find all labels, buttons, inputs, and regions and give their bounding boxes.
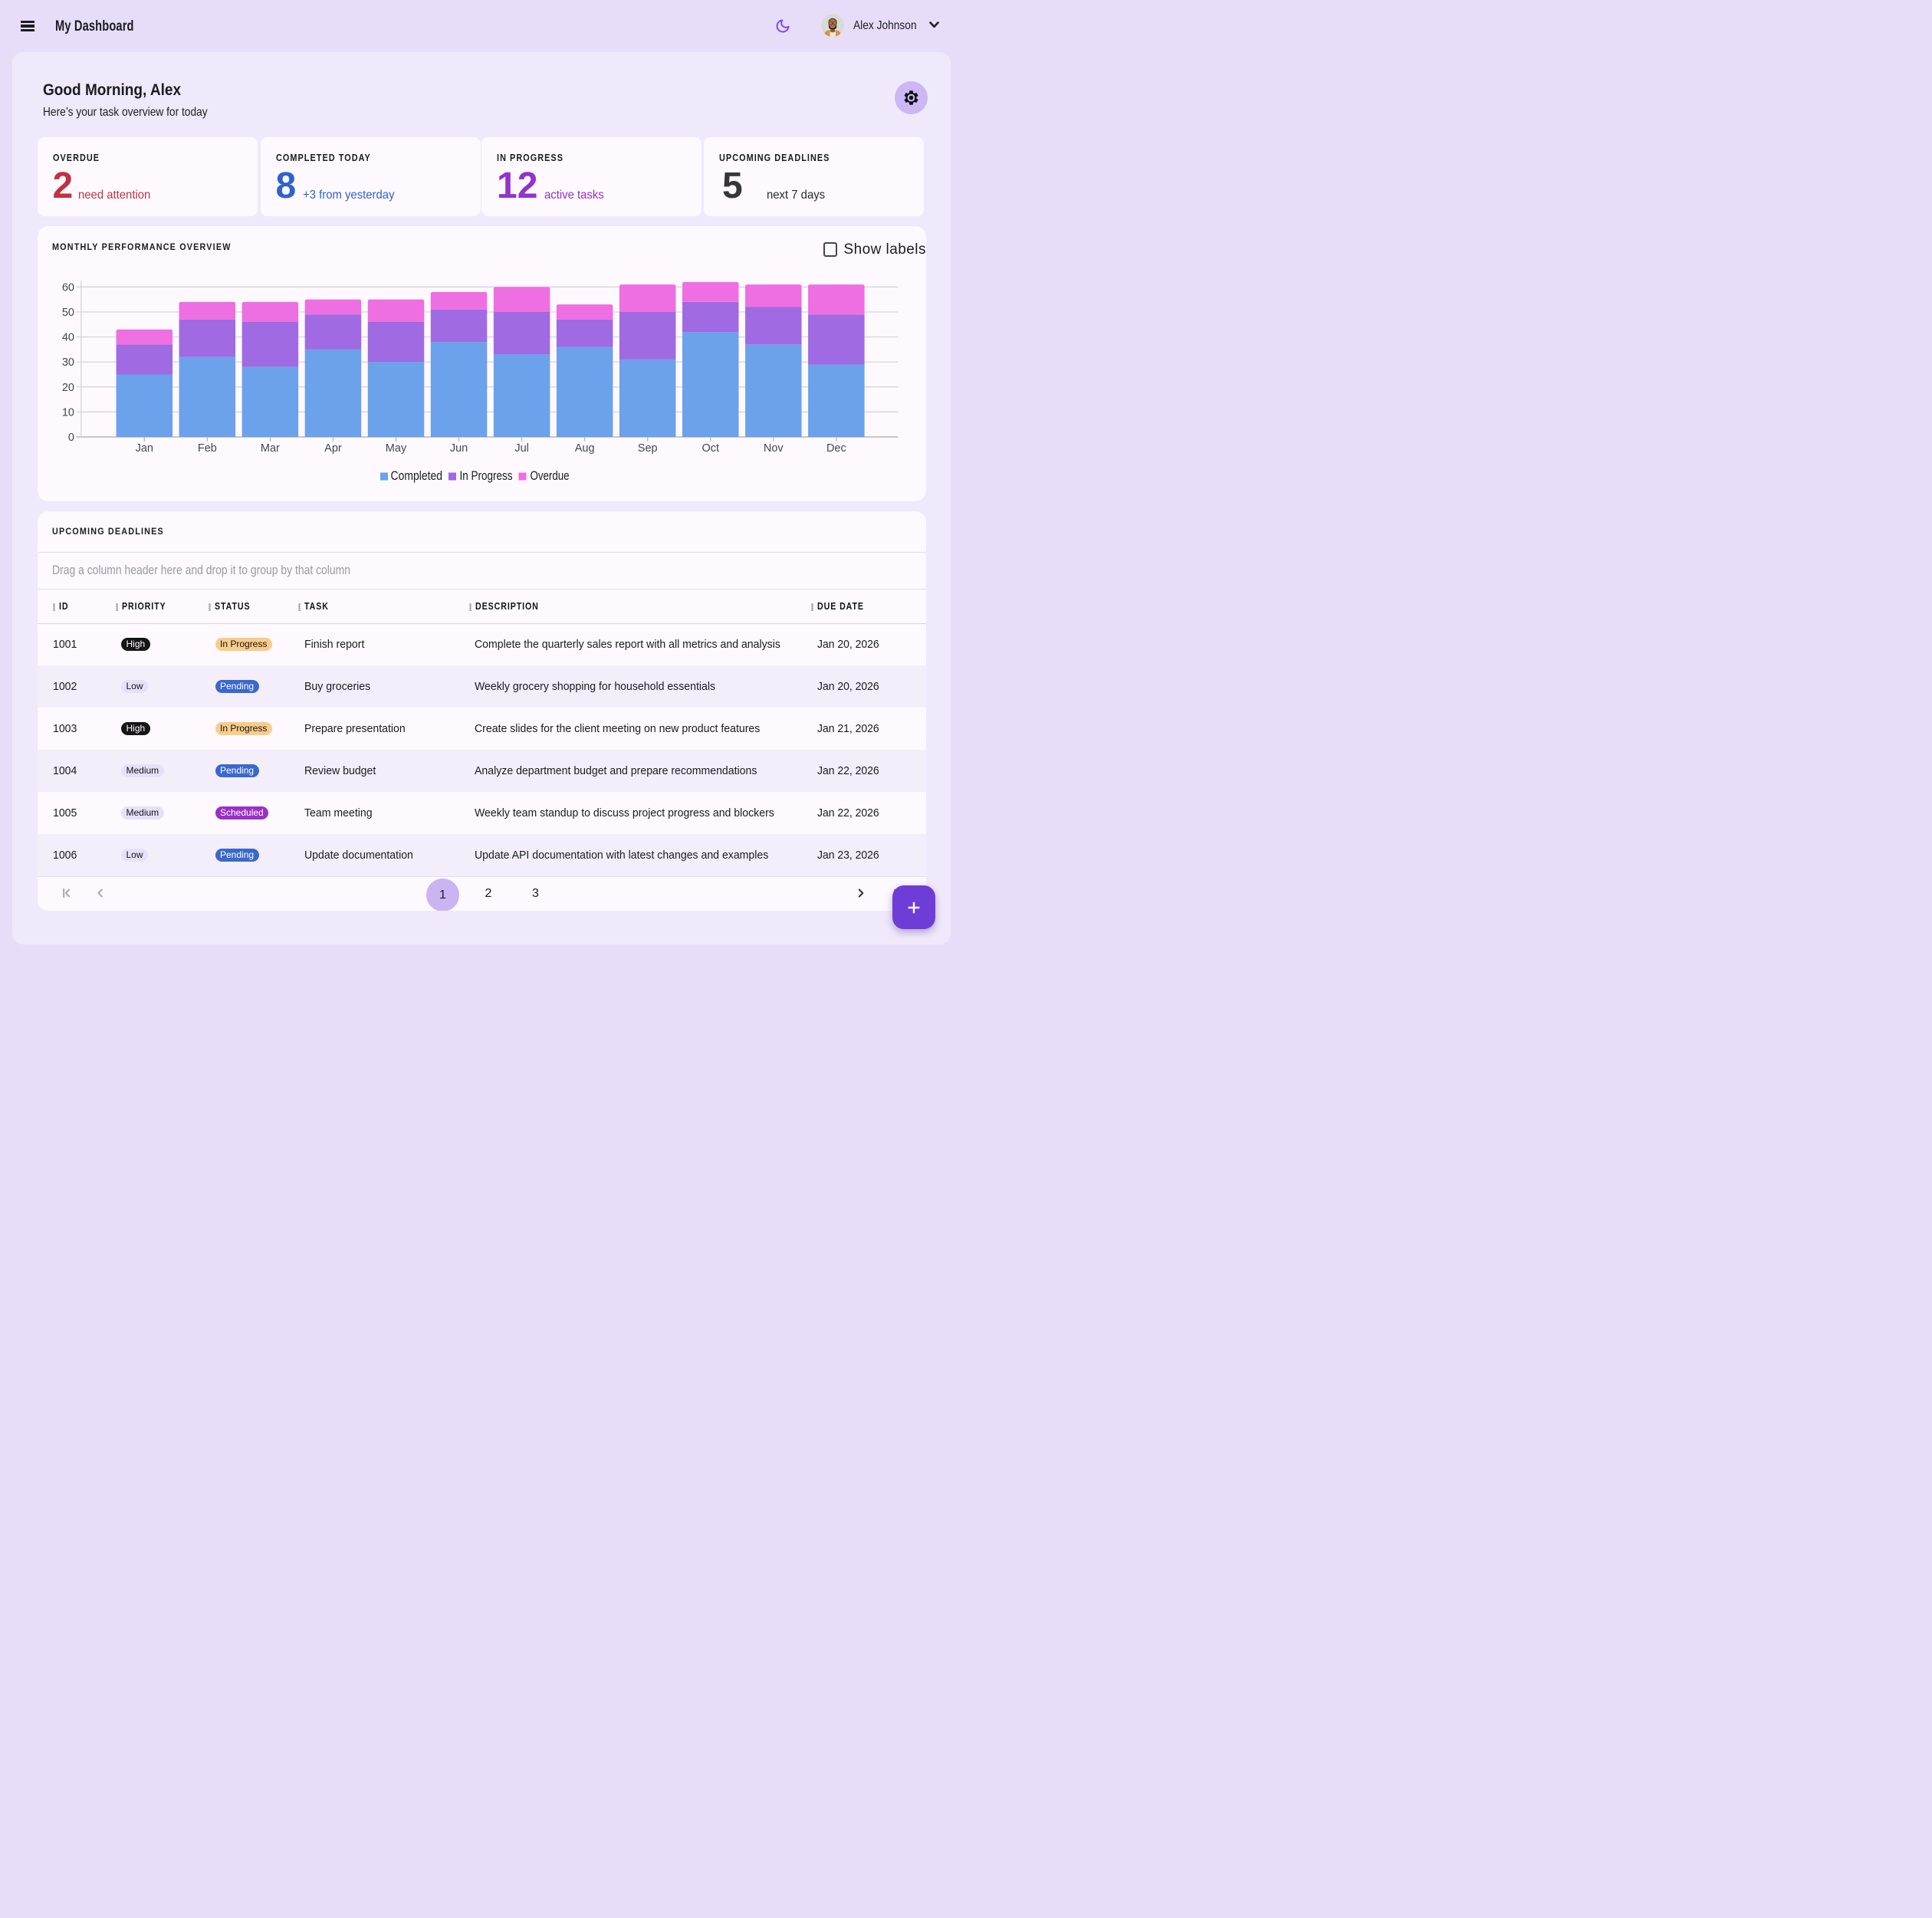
svg-text:Jan: Jan (135, 442, 153, 455)
svg-text:Nov: Nov (763, 442, 784, 455)
svg-text:Jul: Jul (514, 442, 529, 455)
svg-text:Feb: Feb (197, 442, 216, 455)
svg-text:Jun: Jun (449, 442, 467, 455)
svg-text:30: 30 (61, 356, 74, 369)
svg-text:In Progress: In Progress (459, 468, 512, 483)
svg-text:Overdue: Overdue (530, 468, 569, 483)
svg-text:40: 40 (61, 332, 74, 344)
svg-text:May: May (385, 442, 406, 455)
svg-text:20: 20 (61, 382, 74, 394)
svg-text:Sep: Sep (637, 442, 657, 455)
svg-text:0: 0 (67, 432, 74, 444)
svg-text:Apr: Apr (324, 442, 342, 455)
svg-text:Completed: Completed (390, 468, 442, 483)
svg-text:Mar: Mar (260, 442, 279, 455)
svg-text:10: 10 (61, 406, 74, 419)
svg-text:Dec: Dec (826, 442, 846, 455)
svg-text:Aug: Aug (574, 442, 594, 455)
svg-text:50: 50 (61, 307, 74, 319)
svg-text:60: 60 (61, 281, 74, 294)
svg-text:Oct: Oct (702, 442, 719, 455)
